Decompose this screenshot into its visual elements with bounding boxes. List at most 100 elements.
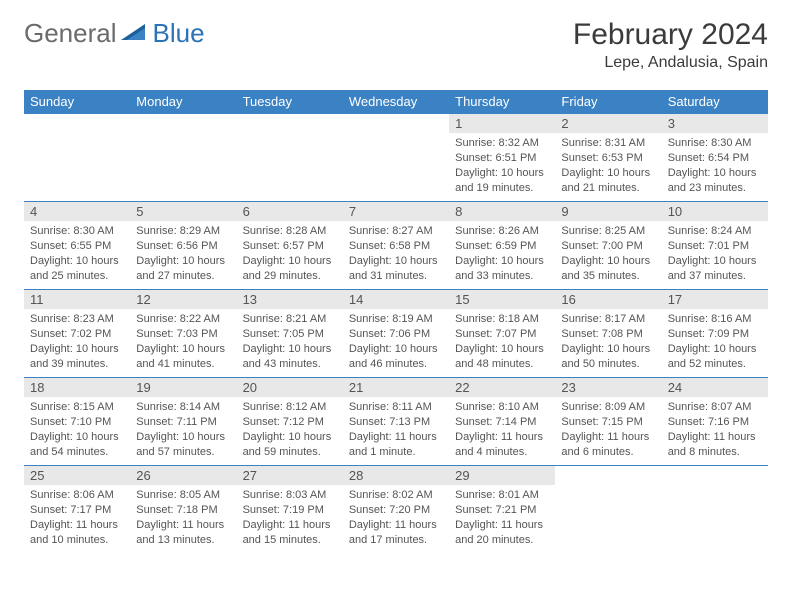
sunrise-text: Sunrise: 8:30 AM [30,224,124,239]
sunset-text: Sunset: 7:13 PM [349,415,443,430]
sunrise-text: Sunrise: 8:16 AM [668,312,762,327]
daylight-text: Daylight: 10 hours and 41 minutes. [136,342,230,372]
sunset-text: Sunset: 7:20 PM [349,503,443,518]
sunset-text: Sunset: 7:14 PM [455,415,549,430]
daylight-text: Daylight: 10 hours and 25 minutes. [30,254,124,284]
day-number: 11 [24,290,130,309]
calendar-cell: 19Sunrise: 8:14 AMSunset: 7:11 PMDayligh… [130,378,236,466]
sunset-text: Sunset: 7:07 PM [455,327,549,342]
sunset-text: Sunset: 7:08 PM [561,327,655,342]
calendar-cell: 13Sunrise: 8:21 AMSunset: 7:05 PMDayligh… [237,290,343,378]
calendar-cell: 3Sunrise: 8:30 AMSunset: 6:54 PMDaylight… [662,114,768,202]
day-number: 15 [449,290,555,309]
calendar-cell: 28Sunrise: 8:02 AMSunset: 7:20 PMDayligh… [343,466,449,554]
sunrise-text: Sunrise: 8:31 AM [561,136,655,151]
sunset-text: Sunset: 7:01 PM [668,239,762,254]
calendar-cell: 20Sunrise: 8:12 AMSunset: 7:12 PMDayligh… [237,378,343,466]
daylight-text: Daylight: 10 hours and 46 minutes. [349,342,443,372]
sunset-text: Sunset: 6:55 PM [30,239,124,254]
day-data: Sunrise: 8:11 AMSunset: 7:13 PMDaylight:… [343,397,449,462]
calendar-cell: 15Sunrise: 8:18 AMSunset: 7:07 PMDayligh… [449,290,555,378]
sunrise-text: Sunrise: 8:24 AM [668,224,762,239]
day-data: Sunrise: 8:12 AMSunset: 7:12 PMDaylight:… [237,397,343,462]
day-number: 27 [237,466,343,485]
day-number: 17 [662,290,768,309]
day-data: Sunrise: 8:28 AMSunset: 6:57 PMDaylight:… [237,221,343,286]
day-number: 26 [130,466,236,485]
sunrise-text: Sunrise: 8:11 AM [349,400,443,415]
sunset-text: Sunset: 7:17 PM [30,503,124,518]
day-data: Sunrise: 8:14 AMSunset: 7:11 PMDaylight:… [130,397,236,462]
sunset-text: Sunset: 7:06 PM [349,327,443,342]
day-number: 22 [449,378,555,397]
calendar-body: 1Sunrise: 8:32 AMSunset: 6:51 PMDaylight… [24,114,768,554]
day-data: Sunrise: 8:05 AMSunset: 7:18 PMDaylight:… [130,485,236,550]
daylight-text: Daylight: 11 hours and 17 minutes. [349,518,443,548]
day-number: 9 [555,202,661,221]
day-number: 5 [130,202,236,221]
calendar-cell: 2Sunrise: 8:31 AMSunset: 6:53 PMDaylight… [555,114,661,202]
day-data: Sunrise: 8:09 AMSunset: 7:15 PMDaylight:… [555,397,661,462]
sunset-text: Sunset: 6:53 PM [561,151,655,166]
day-number: 3 [662,114,768,133]
sunrise-text: Sunrise: 8:17 AM [561,312,655,327]
sunset-text: Sunset: 7:10 PM [30,415,124,430]
day-data: Sunrise: 8:10 AMSunset: 7:14 PMDaylight:… [449,397,555,462]
day-data: Sunrise: 8:16 AMSunset: 7:09 PMDaylight:… [662,309,768,374]
calendar-cell: 14Sunrise: 8:19 AMSunset: 7:06 PMDayligh… [343,290,449,378]
sunset-text: Sunset: 6:58 PM [349,239,443,254]
day-data: Sunrise: 8:17 AMSunset: 7:08 PMDaylight:… [555,309,661,374]
daylight-text: Daylight: 10 hours and 31 minutes. [349,254,443,284]
day-number: 2 [555,114,661,133]
calendar-row: 4Sunrise: 8:30 AMSunset: 6:55 PMDaylight… [24,202,768,290]
sunset-text: Sunset: 6:56 PM [136,239,230,254]
sunrise-text: Sunrise: 8:05 AM [136,488,230,503]
calendar-cell: 10 Sunrise: 8:24 AMSunset: 7:01 PMDayligh… [662,202,768,290]
weekday-header: Sunday [24,90,130,114]
day-number: 6 [237,202,343,221]
logo: General Blue [24,18,205,49]
calendar-cell: 4Sunrise: 8:30 AMSunset: 6:55 PMDaylight… [24,202,130,290]
calendar-cell: 23Sunrise: 8:09 AMSunset: 7:15 PMDayligh… [555,378,661,466]
weekday-header: Thursday [449,90,555,114]
sunrise-text: Sunrise: 8:27 AM [349,224,443,239]
calendar-cell: 12Sunrise: 8:22 AMSunset: 7:03 PMDayligh… [130,290,236,378]
sunrise-text: Sunrise: 8:09 AM [561,400,655,415]
day-number: 19 [130,378,236,397]
weekday-header: Saturday [662,90,768,114]
calendar-cell: 6Sunrise: 8:28 AMSunset: 6:57 PMDaylight… [237,202,343,290]
title-block: February 2024 Lepe, Andalusia, Spain [573,18,768,72]
sunrise-text: Sunrise: 8:19 AM [349,312,443,327]
calendar-cell: 29Sunrise: 8:01 AMSunset: 7:21 PMDayligh… [449,466,555,554]
day-number: 10 [662,202,768,221]
day-data: Sunrise: 8:06 AMSunset: 7:17 PMDaylight:… [24,485,130,550]
day-data: Sunrise: 8:26 AMSunset: 6:59 PMDaylight:… [449,221,555,286]
weekday-header-row: Sunday Monday Tuesday Wednesday Thursday… [24,90,768,114]
sunset-text: Sunset: 7:02 PM [30,327,124,342]
daylight-text: Daylight: 10 hours and 37 minutes. [668,254,762,284]
sunset-text: Sunset: 6:54 PM [668,151,762,166]
day-number: 28 [343,466,449,485]
calendar-cell: 5Sunrise: 8:29 AMSunset: 6:56 PMDaylight… [130,202,236,290]
sunset-text: Sunset: 7:11 PM [136,415,230,430]
daylight-text: Daylight: 11 hours and 13 minutes. [136,518,230,548]
calendar-cell: 26Sunrise: 8:05 AMSunset: 7:18 PMDayligh… [130,466,236,554]
sunrise-text: Sunrise: 8:18 AM [455,312,549,327]
calendar-row: 11 Sunrise: 8:23 AMSunset: 7:02 PM Dayligh… [24,290,768,378]
day-data: Sunrise: 8:07 AMSunset: 7:16 PMDaylight:… [662,397,768,462]
sunset-text: Sunset: 7:19 PM [243,503,337,518]
day-data: Sunrise: 8:29 AMSunset: 6:56 PMDaylight:… [130,221,236,286]
daylight-text: Daylight: 10 hours and 19 minutes. [455,166,549,196]
sunrise-text: Sunrise: 8:23 AM [30,312,124,327]
daylight-text: Daylight: 11 hours and 20 minutes. [455,518,549,548]
sunrise-text: Sunrise: 8:07 AM [668,400,762,415]
sunrise-text: Sunrise: 8:28 AM [243,224,337,239]
day-number: 29 [449,466,555,485]
day-number: 1 [449,114,555,133]
day-data: Sunrise: 8:19 AMSunset: 7:06 PMDaylight:… [343,309,449,374]
calendar-cell [343,114,449,202]
month-title: February 2024 [573,18,768,52]
sunset-text: Sunset: 7:15 PM [561,415,655,430]
daylight-text: Daylight: 11 hours and 1 minute. [349,430,443,460]
sunrise-text: Sunrise: 8:29 AM [136,224,230,239]
